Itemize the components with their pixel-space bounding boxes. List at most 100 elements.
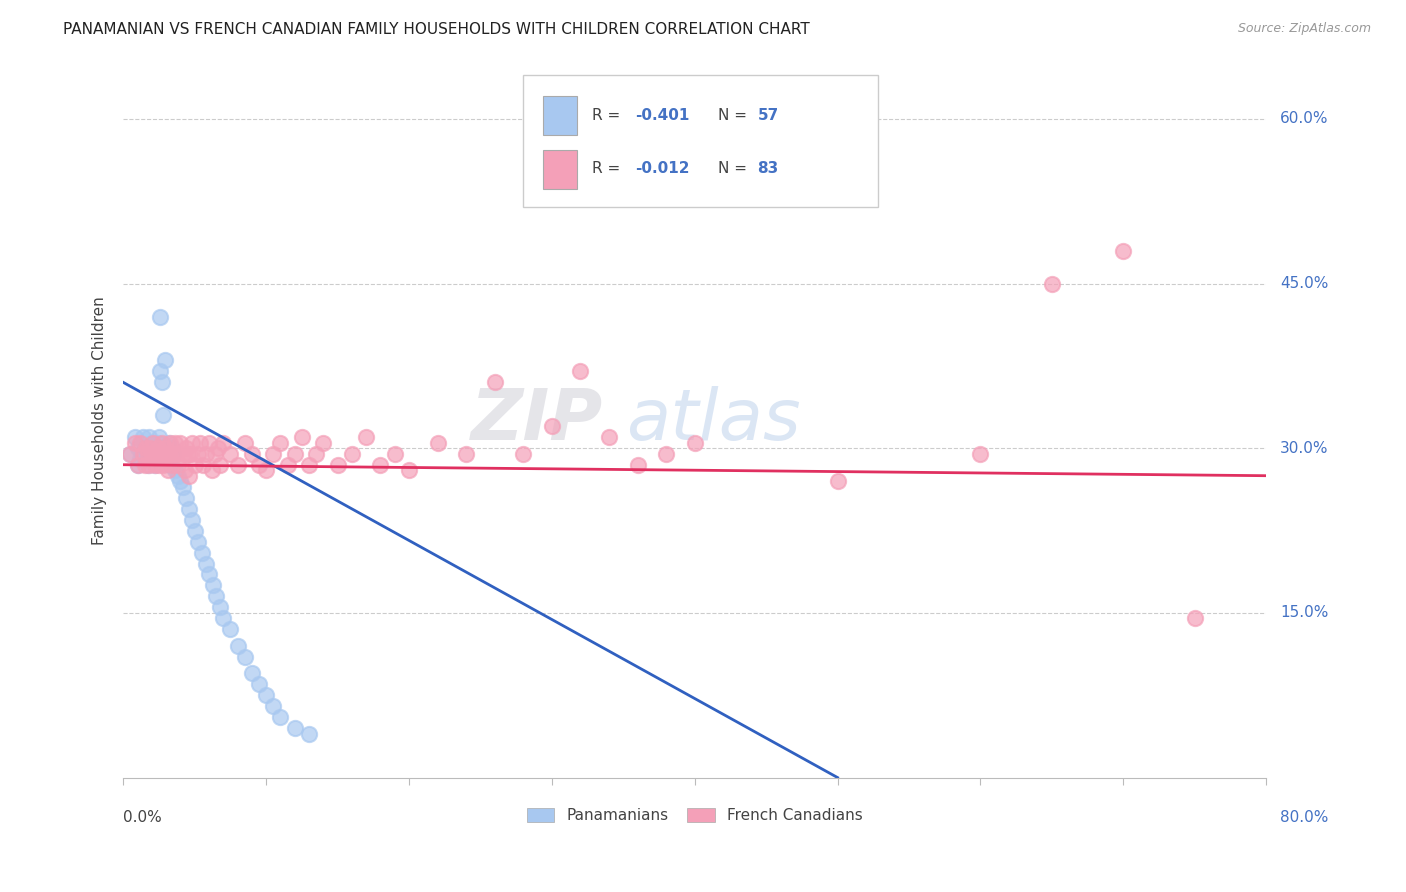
Point: [233, 649, 256, 664]
Bar: [543, 96, 576, 136]
Bar: [543, 150, 576, 189]
Point: [254, 463, 277, 477]
Text: N =: N =: [717, 161, 751, 177]
Point: [160, 442, 183, 456]
Point: [219, 447, 242, 461]
Text: 15.0%: 15.0%: [1279, 606, 1329, 621]
Point: [136, 458, 159, 472]
Point: [156, 442, 179, 456]
Point: [143, 458, 166, 472]
Point: [131, 447, 153, 461]
Point: [626, 458, 648, 472]
Point: [142, 435, 165, 450]
Point: [195, 557, 218, 571]
Point: [139, 442, 162, 456]
Point: [277, 458, 299, 472]
Point: [426, 435, 449, 450]
Point: [129, 452, 152, 467]
Point: [205, 590, 228, 604]
Point: [145, 447, 167, 461]
Point: [180, 513, 202, 527]
Point: [456, 447, 478, 461]
Legend: Panamanians, French Canadians: Panamanians, French Canadians: [527, 808, 862, 823]
Point: [226, 639, 249, 653]
Point: [176, 447, 198, 461]
Point: [254, 688, 277, 702]
Point: [212, 435, 235, 450]
Text: PANAMANIAN VS FRENCH CANADIAN FAMILY HOUSEHOLDS WITH CHILDREN CORRELATION CHART: PANAMANIAN VS FRENCH CANADIAN FAMILY HOU…: [63, 22, 810, 37]
Point: [155, 447, 177, 461]
Point: [150, 376, 173, 390]
Point: [1184, 611, 1206, 625]
Point: [145, 447, 167, 461]
Point: [162, 447, 184, 461]
Point: [198, 435, 221, 450]
Point: [149, 364, 172, 378]
Point: [207, 442, 229, 456]
Point: [149, 310, 172, 324]
Point: [183, 524, 205, 538]
Point: [269, 710, 291, 724]
Point: [146, 435, 169, 450]
Text: Source: ZipAtlas.com: Source: ZipAtlas.com: [1237, 22, 1371, 36]
Point: [177, 501, 200, 516]
Point: [340, 447, 363, 461]
Point: [169, 435, 191, 450]
Point: [262, 699, 284, 714]
Point: [183, 458, 205, 472]
Point: [149, 447, 172, 461]
Point: [138, 458, 160, 472]
Point: [135, 447, 157, 461]
Point: [129, 435, 152, 450]
Point: [298, 726, 321, 740]
Point: [134, 442, 156, 456]
Point: [165, 447, 187, 461]
Point: [180, 435, 202, 450]
Point: [683, 435, 706, 450]
Point: [141, 435, 163, 450]
Point: [132, 447, 155, 461]
Point: [284, 721, 307, 735]
Text: 80.0%: 80.0%: [1279, 810, 1329, 825]
Point: [139, 442, 162, 456]
Point: [174, 491, 197, 505]
Point: [247, 677, 270, 691]
Point: [1040, 277, 1063, 291]
Text: 60.0%: 60.0%: [1279, 112, 1329, 127]
Point: [143, 442, 166, 456]
Point: [156, 463, 179, 477]
Point: [177, 468, 200, 483]
Point: [153, 353, 176, 368]
Text: -0.012: -0.012: [636, 161, 690, 177]
Point: [148, 430, 170, 444]
Text: R =: R =: [592, 161, 626, 177]
Point: [201, 463, 224, 477]
Point: [155, 447, 177, 461]
Point: [305, 447, 328, 461]
Point: [291, 430, 314, 444]
Point: [354, 430, 377, 444]
Point: [202, 578, 225, 592]
Point: [247, 458, 270, 472]
Point: [219, 623, 242, 637]
Point: [120, 447, 142, 461]
Point: [212, 611, 235, 625]
Point: [284, 447, 307, 461]
Text: R =: R =: [592, 108, 626, 123]
Point: [233, 435, 256, 450]
Point: [157, 435, 180, 450]
Text: 45.0%: 45.0%: [1279, 277, 1329, 291]
Point: [166, 468, 188, 483]
Point: [162, 447, 184, 461]
Point: [326, 458, 349, 472]
Text: atlas: atlas: [626, 386, 801, 455]
Point: [124, 430, 146, 444]
Point: [484, 376, 506, 390]
Point: [187, 447, 209, 461]
Point: [153, 442, 176, 456]
Point: [569, 364, 592, 378]
Point: [132, 430, 155, 444]
Point: [124, 435, 146, 450]
Point: [138, 430, 160, 444]
Text: 83: 83: [758, 161, 779, 177]
